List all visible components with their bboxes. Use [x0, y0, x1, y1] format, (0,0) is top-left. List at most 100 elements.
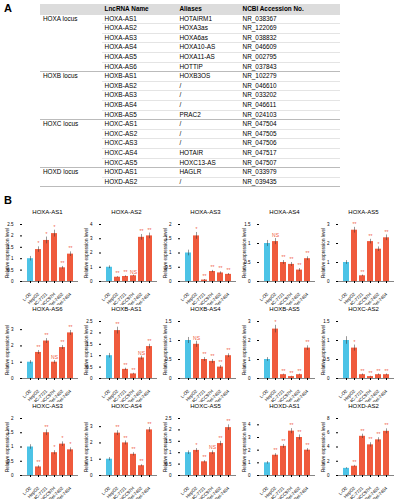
- svg-text:2: 2: [248, 338, 251, 343]
- svg-text:0: 0: [169, 279, 172, 284]
- svg-text:3: 3: [248, 435, 251, 440]
- svg-text:**: **: [274, 447, 278, 453]
- svg-text:**: **: [227, 267, 231, 273]
- svg-text:Bel-7404: Bel-7404: [293, 291, 310, 305]
- svg-text:1: 1: [327, 338, 330, 343]
- svg-text:Bel-7404: Bel-7404: [214, 388, 231, 402]
- svg-text:**: **: [385, 422, 389, 428]
- svg-text:Relative expression level: Relative expression level: [321, 325, 326, 375]
- svg-text:0: 0: [248, 279, 251, 284]
- svg-text:**: **: [148, 421, 152, 427]
- svg-text:0: 0: [169, 473, 172, 478]
- svg-text:*: *: [54, 444, 56, 450]
- svg-text:Bel-7404: Bel-7404: [135, 485, 152, 499]
- svg-text:2: 2: [169, 222, 172, 227]
- svg-text:**: **: [148, 227, 152, 233]
- svg-text:**: **: [69, 245, 73, 251]
- svg-text:**: **: [361, 368, 365, 374]
- svg-text:0: 0: [11, 473, 14, 478]
- svg-text:1: 1: [248, 357, 251, 362]
- svg-text:**: **: [211, 264, 215, 270]
- svg-text:**: **: [148, 338, 152, 344]
- svg-text:Relative expression level: Relative expression level: [5, 325, 10, 375]
- svg-text:NS: NS: [138, 350, 146, 356]
- svg-text:1.5: 1.5: [323, 319, 330, 324]
- svg-text:2.5: 2.5: [7, 222, 14, 227]
- svg-text:0: 0: [90, 279, 93, 284]
- svg-text:*: *: [196, 442, 198, 448]
- svg-text:**: **: [124, 362, 128, 368]
- svg-text:0: 0: [327, 376, 330, 381]
- svg-text:*: *: [378, 241, 380, 247]
- svg-text:1: 1: [90, 265, 93, 270]
- svg-text:**: **: [37, 344, 41, 350]
- svg-text:**: **: [282, 368, 286, 374]
- svg-text:0: 0: [248, 473, 251, 478]
- svg-text:4: 4: [90, 222, 93, 227]
- svg-text:Relative expression level: Relative expression level: [163, 228, 168, 278]
- svg-text:0: 0: [11, 376, 14, 381]
- svg-text:Relative expression level: Relative expression level: [242, 228, 247, 278]
- svg-text:Relative expression level: Relative expression level: [163, 422, 168, 472]
- svg-text:3: 3: [327, 222, 330, 227]
- svg-text:1: 1: [169, 450, 172, 455]
- svg-text:3: 3: [11, 327, 14, 332]
- svg-text:**: **: [369, 370, 373, 376]
- svg-text:**: **: [219, 265, 223, 271]
- svg-text:1: 1: [11, 256, 14, 261]
- svg-text:**: **: [203, 273, 207, 279]
- svg-text:**: **: [61, 339, 65, 345]
- svg-text:Bel-7404: Bel-7404: [372, 485, 389, 499]
- svg-text:**: **: [377, 431, 381, 437]
- svg-text:**: **: [61, 260, 65, 266]
- svg-text:Bel-7404: Bel-7404: [293, 485, 310, 499]
- svg-text:Relative expression level: Relative expression level: [84, 422, 89, 472]
- svg-text:**: **: [227, 347, 231, 353]
- svg-text:**: **: [124, 435, 128, 441]
- svg-text:**: **: [290, 256, 294, 262]
- svg-text:**: **: [361, 428, 365, 434]
- svg-text:**: **: [290, 370, 294, 376]
- svg-text:2: 2: [11, 343, 14, 348]
- svg-text:**: **: [282, 254, 286, 260]
- svg-text:**: **: [124, 269, 128, 275]
- svg-text:*: *: [62, 435, 64, 441]
- svg-text:*: *: [275, 319, 277, 325]
- svg-text:**: **: [203, 351, 207, 357]
- svg-text:**: **: [219, 359, 223, 365]
- svg-text:**: **: [116, 270, 120, 276]
- svg-text:*: *: [70, 441, 72, 447]
- svg-text:Bel-7404: Bel-7404: [214, 485, 231, 499]
- svg-text:1: 1: [248, 460, 251, 465]
- svg-text:2: 2: [169, 427, 172, 432]
- svg-text:**: **: [385, 229, 389, 235]
- svg-text:**: **: [298, 368, 302, 374]
- svg-text:Relative expression level: Relative expression level: [321, 228, 326, 278]
- svg-text:1: 1: [248, 241, 251, 246]
- svg-text:**: **: [298, 262, 302, 268]
- svg-text:1: 1: [90, 457, 93, 462]
- svg-text:*: *: [196, 226, 198, 232]
- svg-text:1: 1: [11, 444, 14, 449]
- svg-text:Bel-7404: Bel-7404: [372, 388, 389, 402]
- svg-text:**: **: [116, 424, 120, 430]
- svg-text:NS: NS: [272, 232, 280, 238]
- svg-text:*: *: [46, 231, 48, 237]
- svg-text:*: *: [354, 339, 356, 345]
- svg-text:NS: NS: [51, 354, 59, 360]
- svg-text:**: **: [353, 221, 357, 227]
- svg-text:Relative expression level: Relative expression level: [5, 422, 10, 472]
- svg-text:Relative expression level: Relative expression level: [84, 228, 89, 278]
- svg-text:2: 2: [90, 440, 93, 445]
- svg-text:**: **: [45, 424, 49, 430]
- svg-text:2: 2: [327, 459, 330, 464]
- svg-text:2: 2: [327, 241, 330, 246]
- svg-text:1: 1: [169, 250, 172, 255]
- svg-text:3: 3: [248, 319, 251, 324]
- svg-text:**: **: [140, 458, 144, 464]
- svg-text:**: **: [353, 459, 357, 465]
- svg-text:**: **: [132, 367, 136, 373]
- svg-text:Bel-7404: Bel-7404: [56, 485, 73, 499]
- svg-text:2: 2: [248, 448, 251, 453]
- svg-text:**: **: [290, 422, 294, 428]
